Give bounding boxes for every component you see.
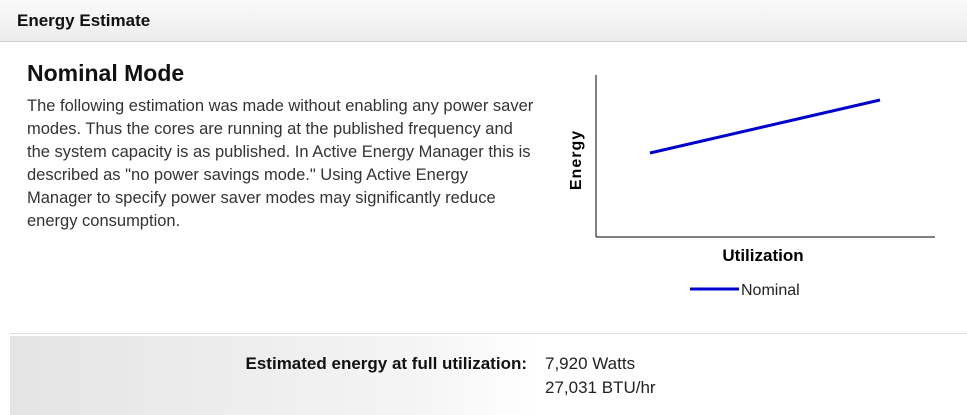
summary-value: 7,920 Watts (545, 354, 636, 373)
legend-label: Nominal (741, 282, 800, 299)
description: The following estimation was made withou… (27, 97, 534, 230)
summary-value: 27,031 BTU/hr (545, 378, 656, 397)
line (649, 98, 881, 155)
separator (10, 333, 967, 334)
summary-row (10, 336, 967, 415)
x-axis-label: Utilization (722, 246, 803, 265)
summary-label: Estimated energy at full utilization: (245, 354, 527, 373)
header-bar: Energy Estimate (0, 0, 967, 42)
y-axis-label: Energy (568, 130, 585, 190)
chart: Energy Utilization Nominal (568, 75, 935, 299)
section-heading: Nominal Mode (27, 60, 185, 86)
header-title: Energy Estimate (17, 11, 151, 30)
